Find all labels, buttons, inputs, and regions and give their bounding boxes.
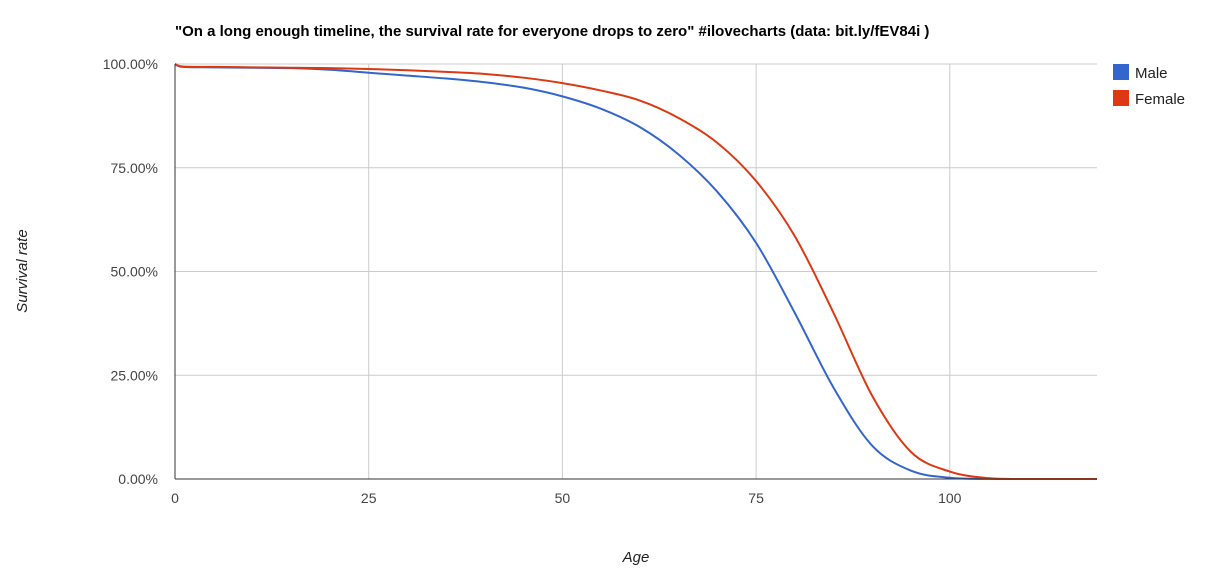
x-tick-label: 50: [555, 490, 571, 506]
legend: Male Female: [1113, 64, 1185, 108]
y-axis-ticks: 0.00% 25.00% 50.00% 75.00% 100.00%: [103, 56, 158, 487]
axes: [174, 64, 1097, 480]
legend-swatch-female: [1113, 90, 1129, 106]
x-tick-label: 75: [748, 490, 764, 506]
x-axis-title: Age: [622, 549, 650, 566]
y-tick-label: 50.00%: [111, 264, 158, 280]
x-tick-label: 100: [938, 490, 962, 506]
x-tick-label: 0: [171, 490, 179, 506]
y-tick-label: 0.00%: [118, 471, 158, 487]
legend-label-female: Female: [1135, 91, 1185, 108]
x-tick-label: 25: [361, 490, 377, 506]
y-tick-label: 75.00%: [111, 160, 158, 176]
legend-label-male: Male: [1135, 65, 1168, 82]
y-tick-label: 100.00%: [103, 56, 158, 72]
series-lines: [174, 63, 1098, 481]
chart-title: "On a long enough timeline, the survival…: [175, 23, 929, 40]
x-axis-ticks: 0 25 50 75 100: [171, 490, 962, 506]
y-axis-title: Survival rate: [14, 229, 31, 312]
legend-swatch-male: [1113, 64, 1129, 80]
grid-lines: [175, 63, 1097, 480]
y-tick-label: 25.00%: [111, 367, 158, 383]
series-line-female: [174, 63, 1098, 481]
